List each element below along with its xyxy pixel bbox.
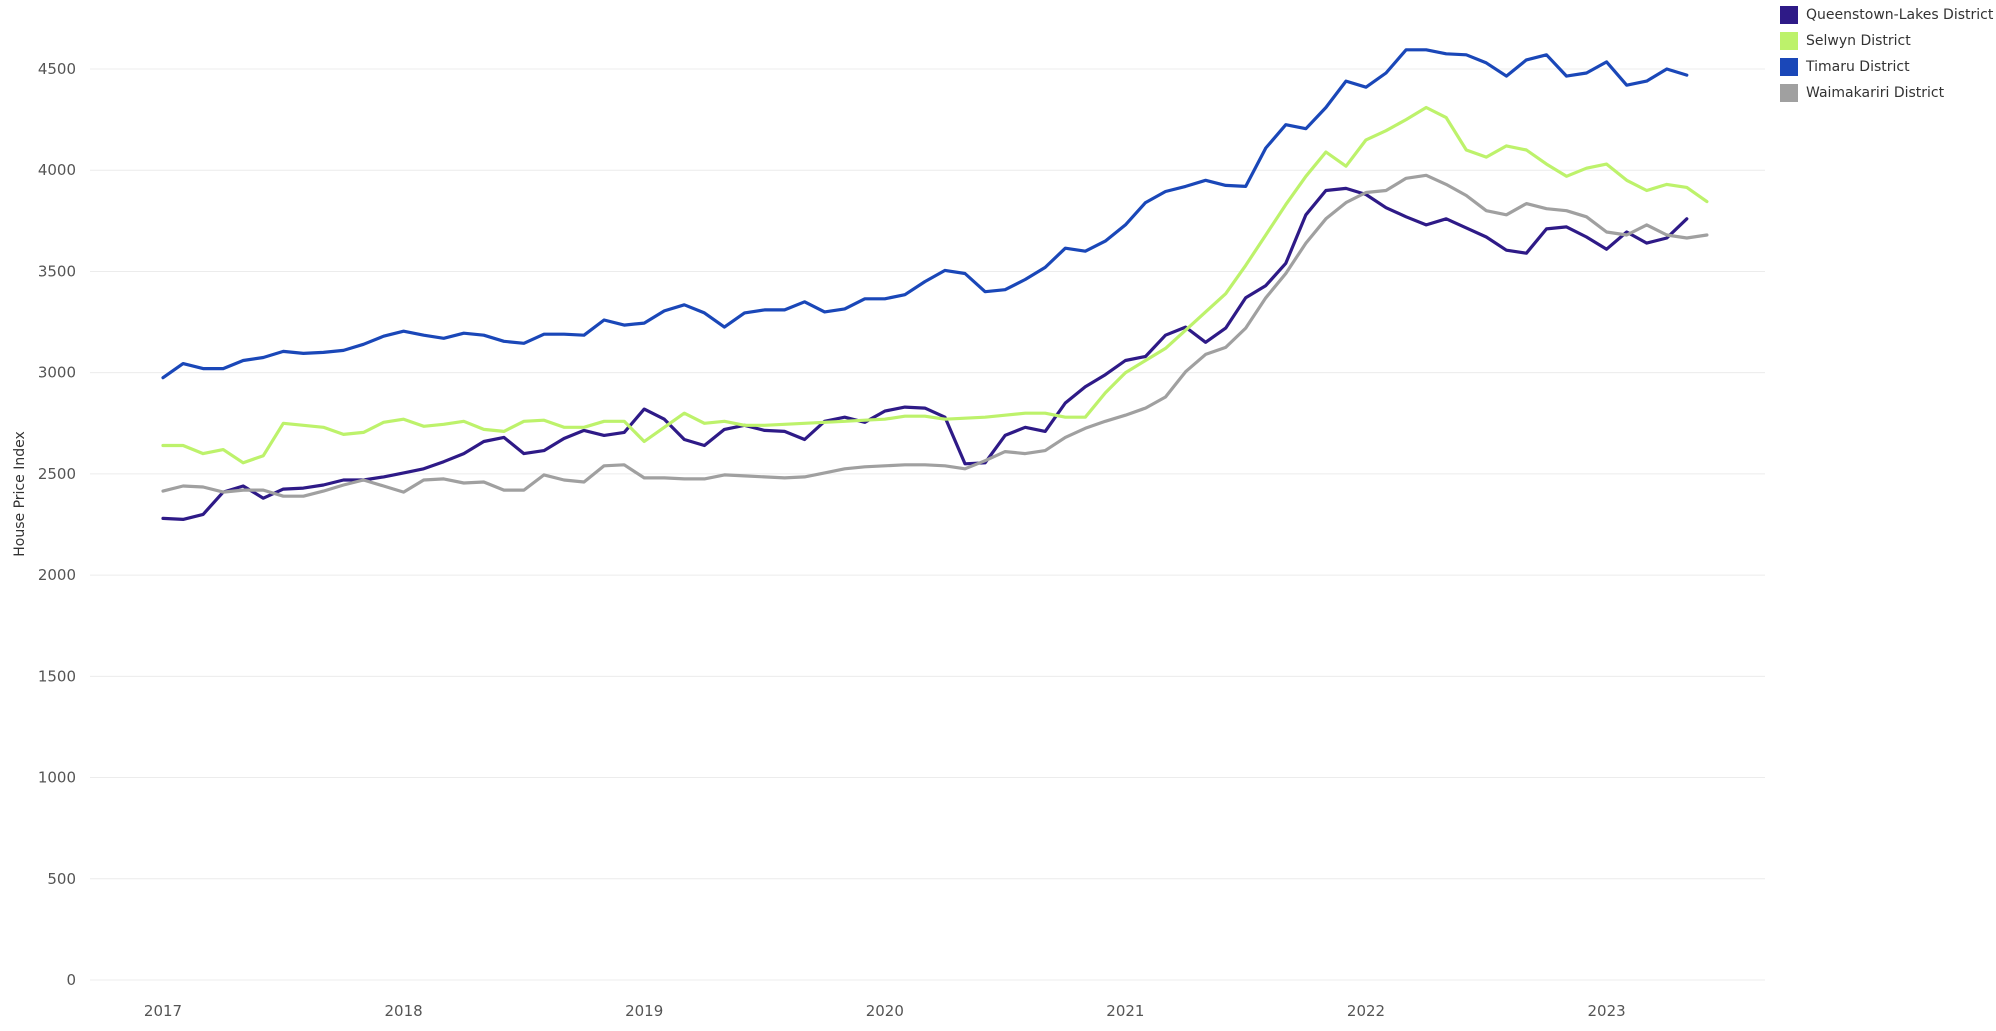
x-tick-label: 2021 bbox=[1106, 1002, 1144, 1020]
y-axis-ticks: 0 500 1000 1500 2000 2500 3000 3500 4000 4500 bbox=[38, 60, 76, 989]
legend: Queenstown-Lakes District Selwyn District… bbox=[1780, 2, 1993, 106]
legend-label: Selwyn District bbox=[1806, 33, 1911, 49]
legend-label: Queenstown-Lakes District bbox=[1806, 7, 1994, 23]
y-tick-label: 1000 bbox=[38, 769, 76, 787]
x-tick-label: 2023 bbox=[1588, 1002, 1626, 1020]
y-axis-title: House Price Index bbox=[12, 431, 28, 556]
legend-swatch bbox=[1780, 84, 1798, 102]
legend-swatch bbox=[1780, 58, 1798, 76]
y-tick-label: 2500 bbox=[38, 465, 76, 483]
y-tick-label: 1500 bbox=[38, 667, 76, 685]
legend-item[interactable]: Waimakariri District bbox=[1780, 80, 1993, 106]
y-tick-label: 4000 bbox=[38, 161, 76, 179]
x-tick-label: 2018 bbox=[385, 1002, 423, 1020]
x-tick-label: 2020 bbox=[866, 1002, 904, 1020]
y-tick-label: 0 bbox=[66, 971, 76, 989]
y-tick-label: 2000 bbox=[38, 566, 76, 584]
series-line-waimakariri-district bbox=[161, 173, 1709, 498]
legend-label: Timaru District bbox=[1806, 59, 1910, 75]
x-tick-label: 2017 bbox=[144, 1002, 182, 1020]
series-line-queenstown-lakes-district bbox=[161, 186, 1689, 522]
legend-label: Waimakariri District bbox=[1806, 85, 1945, 101]
series-line-timaru-district bbox=[161, 48, 1689, 380]
x-tick-label: 2022 bbox=[1347, 1002, 1385, 1020]
y-tick-label: 4500 bbox=[38, 60, 76, 78]
legend-item[interactable]: Selwyn District bbox=[1780, 28, 1993, 54]
series-line-selwyn-district bbox=[161, 105, 1709, 465]
series-lines bbox=[161, 48, 1709, 522]
legend-swatch bbox=[1780, 6, 1798, 24]
legend-swatch bbox=[1780, 32, 1798, 50]
y-tick-label: 3500 bbox=[38, 262, 76, 280]
legend-item[interactable]: Queenstown-Lakes District bbox=[1780, 2, 1993, 28]
gridlines bbox=[90, 68, 1765, 981]
legend-item[interactable]: Timaru District bbox=[1780, 54, 1993, 80]
y-tick-label: 3000 bbox=[38, 364, 76, 382]
x-axis-ticks: 2017 2018 2019 2020 2021 2022 2023 bbox=[144, 1002, 1626, 1020]
x-tick-label: 2019 bbox=[625, 1002, 663, 1020]
y-tick-label: 500 bbox=[47, 870, 76, 888]
